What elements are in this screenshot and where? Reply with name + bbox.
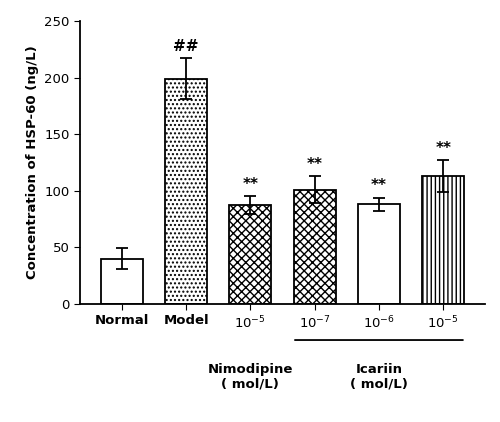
Bar [101,259,142,304]
Bar [294,189,336,304]
Text: **: ** [371,178,387,193]
Bar [358,204,400,304]
Bar [422,176,464,304]
Text: ##: ## [174,39,199,54]
Text: **: ** [306,157,322,171]
Text: **: ** [435,141,451,156]
Text: Nimodipine
( mol/L): Nimodipine ( mol/L) [208,362,293,391]
Text: Icariin
( mol/L): Icariin ( mol/L) [350,362,408,391]
Y-axis label: Concentration of HSP-60 (ng/L): Concentration of HSP-60 (ng/L) [26,46,38,279]
Text: **: ** [242,177,258,192]
Bar [165,79,207,304]
Bar [230,206,271,304]
